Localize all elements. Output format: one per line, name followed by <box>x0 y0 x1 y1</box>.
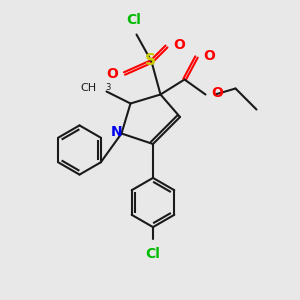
Text: Cl: Cl <box>126 13 141 27</box>
Text: O: O <box>203 49 215 62</box>
Text: O: O <box>106 67 118 80</box>
Text: 3: 3 <box>105 82 110 91</box>
Text: Cl: Cl <box>146 247 160 261</box>
Text: O: O <box>211 86 223 100</box>
Text: O: O <box>173 38 185 52</box>
Text: N: N <box>111 125 123 139</box>
Text: CH: CH <box>81 83 97 93</box>
Text: S: S <box>145 53 156 68</box>
